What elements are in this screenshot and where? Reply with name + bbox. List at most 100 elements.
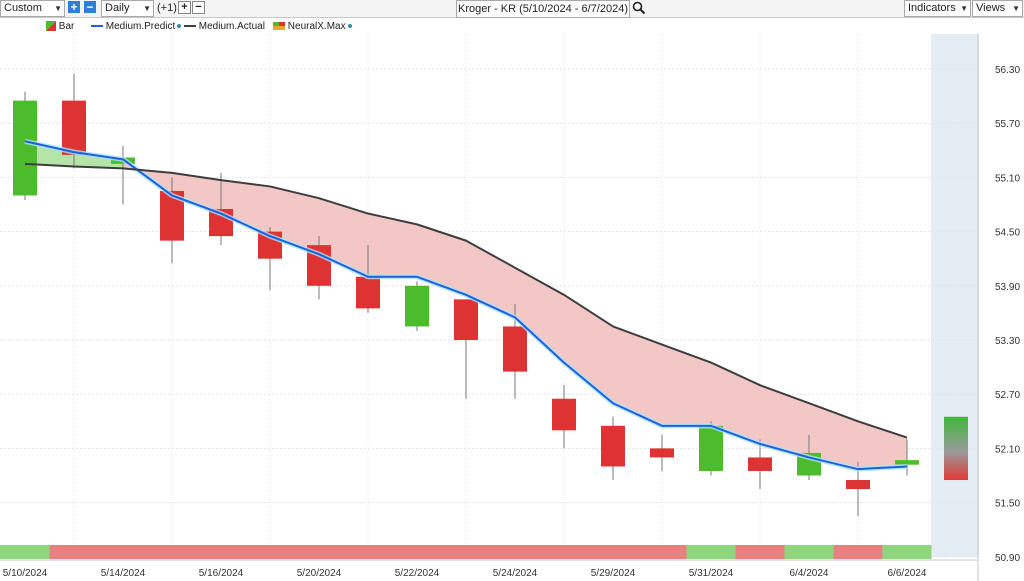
- chevron-down-icon: ▼: [960, 4, 968, 13]
- x-tick-label: 5/31/2024: [689, 568, 734, 579]
- legend-bar[interactable]: Bar: [46, 20, 74, 34]
- views-button[interactable]: Views ▼: [972, 0, 1023, 17]
- candle-down: [748, 457, 772, 471]
- search-icon[interactable]: [632, 1, 646, 15]
- y-tick-label: 52.10: [995, 444, 1020, 455]
- chevron-down-icon: ▼: [54, 4, 62, 13]
- settings-dot-icon[interactable]: [347, 24, 352, 29]
- candle-down: [454, 299, 478, 340]
- offset-minus-button[interactable]: −: [192, 1, 205, 14]
- neuralx-strip-cell: [147, 545, 197, 559]
- neuralx-strip-cell: [539, 545, 589, 559]
- zoom-out-button[interactable]: −: [84, 1, 96, 13]
- forecast-band-segment: [515, 267, 564, 363]
- neuralx-strip-cell: [49, 545, 99, 559]
- x-tick-label: 5/20/2024: [297, 568, 342, 579]
- line-legend-icon: [184, 25, 196, 28]
- forecast-band-segment: [25, 141, 74, 167]
- x-tick-label: 5/14/2024: [101, 568, 146, 579]
- neuralx-strip-cell: [196, 545, 246, 559]
- forecast-band-segment: [662, 344, 711, 426]
- y-tick-label: 51.50: [995, 499, 1020, 510]
- legend-actual[interactable]: Medium.Actual: [184, 20, 265, 34]
- neuralx-legend-icon: [273, 22, 285, 31]
- x-tick-label: 5/10/2024: [3, 568, 48, 579]
- legend-neuralx[interactable]: NeuralX.Max: [273, 20, 352, 34]
- forecast-band-segment: [368, 213, 417, 277]
- range-select-value: Custom: [4, 2, 42, 14]
- legend-predict[interactable]: Medium.Predict: [91, 20, 182, 34]
- neuralx-strip-cell: [637, 545, 687, 559]
- forecast-band-segment: [417, 224, 466, 295]
- neuralx-strip-cell: [490, 545, 540, 559]
- offset-plus-button[interactable]: +: [178, 1, 191, 14]
- candle-up: [699, 425, 723, 471]
- y-tick-label: 55.10: [995, 173, 1020, 184]
- candle-up: [405, 285, 429, 327]
- toolbar: Custom ▼ + − Daily ▼ (+1) + − Kroger - K…: [0, 0, 1024, 18]
- y-tick-label: 56.30: [995, 65, 1020, 76]
- neuralx-strip-cell: [343, 545, 393, 559]
- predict-line: [24, 140, 908, 471]
- bar-legend-icon: [46, 21, 56, 32]
- y-tick-label: 53.90: [995, 282, 1020, 293]
- interval-select-value: Daily: [105, 2, 130, 14]
- neuralx-strip-cell: [98, 545, 148, 559]
- chart-title-field[interactable]: Kroger - KR (5/10/2024 - 6/7/2024): [456, 0, 630, 18]
- neuralx-strip-cell: [294, 545, 344, 559]
- forecast-band-segment: [613, 326, 662, 426]
- y-tick-label: 55.70: [995, 119, 1020, 130]
- indicators-button[interactable]: Indicators ▼: [904, 0, 971, 17]
- offset-label[interactable]: (+1): [157, 2, 177, 14]
- candle-down: [846, 480, 870, 490]
- chevron-down-icon: ▼: [1012, 4, 1020, 13]
- views-label: Views: [976, 2, 1006, 14]
- neuralx-strip-cell: [0, 545, 50, 559]
- x-tick-label: 5/24/2024: [493, 568, 538, 579]
- neuralx-strip-cell: [588, 545, 638, 559]
- interval-select[interactable]: Daily ▼: [101, 0, 154, 17]
- candle-down: [650, 448, 674, 458]
- x-tick-label: 5/29/2024: [591, 568, 636, 579]
- y-tick-label: 53.30: [995, 336, 1020, 347]
- forecast-band-segment: [172, 172, 221, 214]
- legend-bar-label: Bar: [58, 21, 75, 32]
- candle-up: [13, 100, 37, 196]
- forecast-band-segment: [221, 180, 270, 237]
- neuralx-strip-cell: [392, 545, 442, 559]
- neuralx-strip-cell: [441, 545, 491, 559]
- y-tick-label: 52.70: [995, 390, 1020, 401]
- line-legend-icon: [91, 25, 103, 28]
- y-tick-label: 50.90: [995, 553, 1020, 564]
- neuralx-strip-cell: [784, 545, 834, 559]
- candle-down: [552, 398, 576, 431]
- forecast-band-segment: [711, 362, 760, 444]
- y-tick-label: 54.50: [995, 228, 1020, 239]
- zoom-in-button[interactable]: +: [68, 1, 80, 13]
- neuralx-strip-cell: [833, 545, 883, 559]
- x-tick-label: 6/6/2024: [888, 568, 927, 579]
- candle-down: [62, 100, 86, 155]
- forecast-band-segment: [270, 186, 319, 255]
- x-tick-label: 5/22/2024: [395, 568, 440, 579]
- forecast-bar: [944, 416, 968, 481]
- settings-dot-icon[interactable]: [177, 24, 182, 29]
- x-tick-label: 6/4/2024: [790, 568, 829, 579]
- neuralx-strip-cell: [882, 545, 932, 559]
- neuralx-strip-cell: [245, 545, 295, 559]
- candle-up: [895, 460, 919, 465]
- candle-down: [601, 425, 625, 467]
- candle-down: [503, 326, 527, 372]
- chevron-down-icon: ▼: [143, 4, 151, 13]
- legend-neuralx-label: NeuralX.Max: [287, 21, 346, 32]
- forecast-band-segment: [858, 421, 907, 470]
- x-tick-label: 5/16/2024: [199, 568, 244, 579]
- forecast-band-segment: [809, 403, 858, 470]
- candle-down: [356, 276, 380, 309]
- actual-line: [24, 162, 908, 439]
- legend-actual-label: Medium.Actual: [198, 21, 265, 32]
- neuralx-strip-cell: [686, 545, 736, 559]
- legend-predict-label: Medium.Predict: [105, 21, 176, 32]
- range-select[interactable]: Custom ▼: [0, 0, 65, 17]
